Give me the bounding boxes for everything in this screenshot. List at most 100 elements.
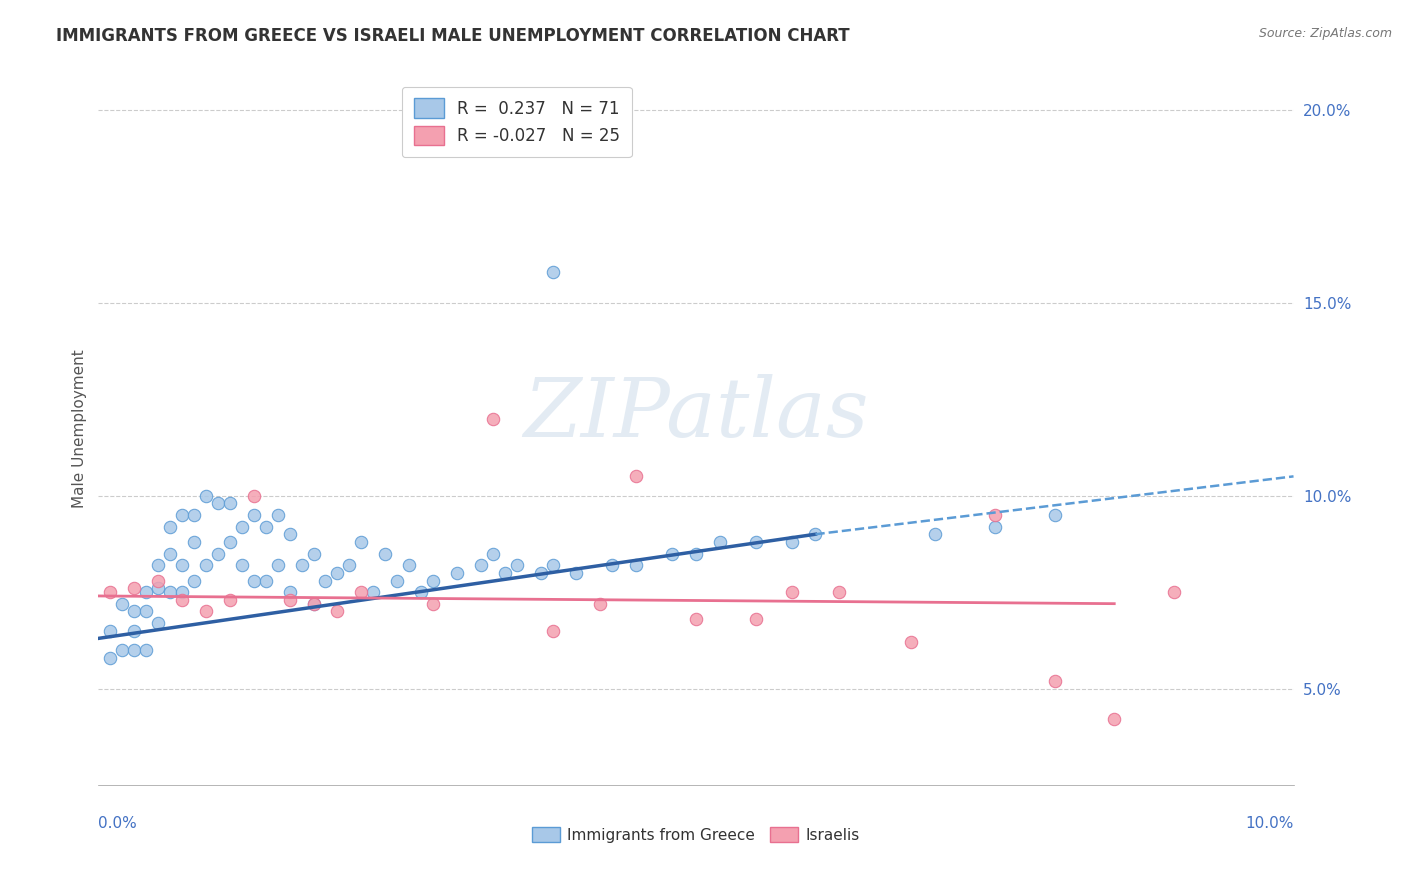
Point [470,558,492,573]
Point [626,469,648,483]
Point [984,508,1007,522]
Point [302,597,325,611]
Point [219,496,242,510]
Point [350,585,373,599]
Point [278,592,301,607]
Point [900,635,922,649]
Point [243,508,266,522]
Point [267,558,290,573]
Point [541,558,564,573]
Text: IMMIGRANTS FROM GREECE VS ISRAELI MALE UNEMPLOYMENT CORRELATION CHART: IMMIGRANTS FROM GREECE VS ISRAELI MALE U… [56,27,849,45]
Point [315,574,337,588]
Point [231,519,253,533]
Point [183,574,205,588]
Point [124,624,146,638]
Point [243,574,266,588]
Point [482,547,505,561]
Point [148,581,170,595]
Point [195,489,218,503]
Point [254,519,277,533]
Point [172,508,194,522]
Point [148,574,170,588]
Point [111,597,134,611]
Point [302,597,325,611]
Point [231,558,253,573]
Point [183,508,205,522]
Point [219,535,242,549]
Point [350,535,373,549]
Point [207,547,229,561]
Point [98,585,122,599]
Point [804,527,827,541]
Point [135,643,157,657]
Point [661,547,683,561]
Point [135,585,157,599]
Point [422,597,444,611]
Point [148,615,170,630]
Point [339,558,361,573]
Text: Source: ZipAtlas.com: Source: ZipAtlas.com [1258,27,1392,40]
Point [482,411,505,425]
Point [446,566,468,580]
Point [780,535,803,549]
Point [685,547,707,561]
Legend: Immigrants from Greece, Israelis: Immigrants from Greece, Israelis [526,821,866,848]
Point [98,650,122,665]
Point [278,527,301,541]
Text: 10.0%: 10.0% [1246,816,1294,830]
Point [780,585,803,599]
Text: ZIPatlas: ZIPatlas [523,374,869,454]
Point [278,585,301,599]
Point [124,643,146,657]
Point [183,535,205,549]
Point [602,558,624,573]
Point [745,535,768,549]
Point [148,558,170,573]
Point [172,592,194,607]
Point [243,489,266,503]
Point [254,574,277,588]
Point [422,574,444,588]
Point [494,566,516,580]
Point [195,558,218,573]
Point [506,558,529,573]
Point [98,624,122,638]
Point [541,624,564,638]
Point [1104,712,1126,726]
Point [385,574,409,588]
Point [589,597,612,611]
Point [626,558,648,573]
Point [745,612,768,626]
Point [302,547,325,561]
Point [172,558,194,573]
Point [398,558,420,573]
Point [709,535,731,549]
Point [172,585,194,599]
Point [219,592,242,607]
Point [530,566,553,580]
Point [565,566,588,580]
Point [159,585,181,599]
Point [984,519,1007,533]
Point [326,604,349,618]
Point [291,558,314,573]
Y-axis label: Male Unemployment: Male Unemployment [72,349,87,508]
Point [267,508,290,522]
Point [124,604,146,618]
Point [159,519,181,533]
Point [828,585,851,599]
Point [195,604,218,618]
Point [111,643,134,657]
Point [374,547,396,561]
Text: 0.0%: 0.0% [98,816,138,830]
Point [207,496,229,510]
Point [159,547,181,561]
Point [1043,508,1066,522]
Point [1163,585,1185,599]
Point [685,612,707,626]
Point [326,566,349,580]
Point [541,265,564,279]
Point [1043,673,1066,688]
Point [135,604,157,618]
Point [924,527,946,541]
